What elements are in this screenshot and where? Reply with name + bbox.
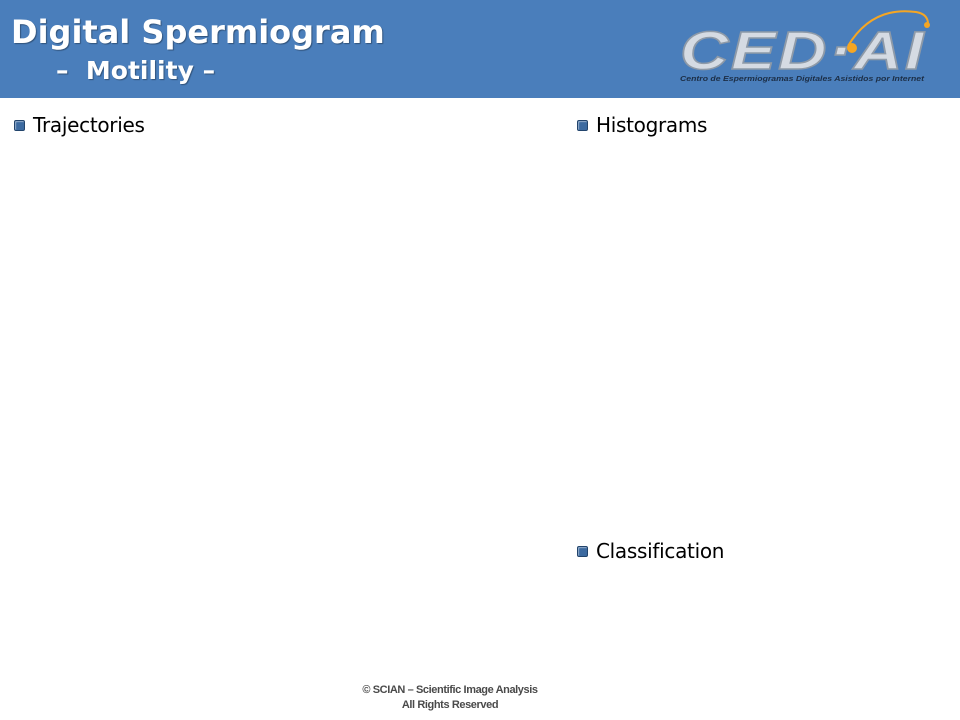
bullet-icon	[577, 545, 588, 557]
logo-text: CED·AI	[680, 21, 926, 81]
classification-heading: Classification	[596, 539, 725, 563]
bullet-icon	[577, 119, 588, 131]
rights-text: All Rights Reserved	[401, 699, 499, 711]
copyright-text: © SCIAN – Scientific Image Analysis	[362, 684, 538, 696]
page-title: Digital Spermiogram	[11, 13, 385, 51]
section-histograms: Histograms	[577, 112, 707, 138]
section-trajectories: Trajectories	[14, 112, 145, 138]
histograms-heading: Histograms	[596, 113, 708, 137]
section-classification: Classification	[577, 538, 724, 564]
logo-tagline: Centro de Espermiogramas Digitales Asist…	[680, 74, 925, 83]
header-banner: Digital Spermiogram – Motility – CED·AI …	[0, 0, 960, 98]
page-subtitle: – Motility –	[56, 56, 216, 85]
footer: © SCIAN – Scientific Image Analysis All …	[300, 683, 600, 713]
bullet-icon	[14, 119, 25, 131]
cedai-logo: CED·AI Centro de Espermiogramas Digitale…	[679, 10, 930, 83]
trajectories-heading: Trajectories	[33, 113, 145, 137]
